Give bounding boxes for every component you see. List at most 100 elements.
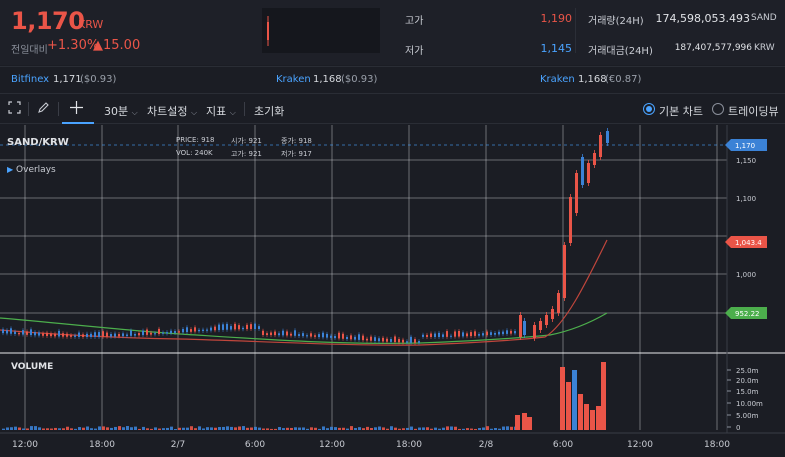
candle-body: [198, 329, 200, 332]
volume-bar: [450, 426, 453, 430]
candle-body: [166, 332, 168, 334]
volume-bar: [502, 426, 505, 430]
volume-bar: [202, 428, 205, 430]
candle-body: [434, 333, 436, 337]
candle-body: [182, 328, 184, 333]
volume-bar: [218, 427, 221, 430]
volume-bar: [198, 426, 201, 430]
legend-low: 저가: 917: [281, 150, 312, 158]
chevron-down-icon: ⌵: [131, 108, 138, 117]
volume-bar: [18, 427, 21, 430]
candle-body: [382, 337, 384, 342]
mini-sparkline: [262, 8, 380, 53]
overlays-label: Overlays: [16, 165, 56, 175]
overlays-toggle[interactable]: ▶ Overlays: [7, 165, 56, 175]
interval-select[interactable]: 30분 ⌵: [104, 103, 138, 119]
price-chart[interactable]: 1,150 1,100 1,000 25.0m 20.0m 15.0m 10.00m 5.00…: [0, 125, 785, 457]
volume-bar: [522, 413, 527, 430]
candle-body: [330, 335, 332, 338]
candle-body: [10, 328, 12, 334]
candle-body: [74, 335, 76, 337]
volume-bar: [226, 426, 229, 430]
chart-settings-menu[interactable]: 차트설정 ⌵: [147, 103, 197, 119]
volume-bar: [406, 427, 409, 430]
volume-bar: [266, 428, 269, 430]
volume-bar: [394, 427, 397, 430]
volume-bar: [66, 426, 69, 430]
volume-tick-label: 5.00m: [736, 412, 759, 420]
tradingview-radio[interactable]: [712, 103, 724, 115]
candle-body: [334, 336, 336, 339]
reset-button[interactable]: 초기화: [254, 105, 285, 118]
candle-body: [46, 332, 48, 336]
candle-body: [366, 338, 368, 341]
candle-body: [418, 341, 420, 343]
fullscreen-icon[interactable]: [8, 101, 21, 118]
price-tag-label: 1,043.4: [735, 239, 762, 247]
candle-body: [523, 321, 526, 335]
indicators-menu[interactable]: 지표 ⌵: [206, 103, 236, 119]
time-tick-label: 18:00: [704, 440, 730, 450]
pencil-icon[interactable]: [37, 101, 50, 118]
candle-body: [154, 333, 156, 335]
exchange-price: 1,168: [578, 74, 607, 85]
exchange-name[interactable]: Kraken: [540, 74, 575, 85]
high-label: 고가: [405, 16, 424, 27]
candle-body: [569, 197, 572, 243]
volume-bar: [358, 427, 361, 430]
candle-body: [6, 330, 8, 334]
time-tick-label: 12:00: [12, 440, 38, 450]
indicators-label: 지표: [206, 105, 227, 118]
candle-body: [458, 330, 460, 337]
candle-body: [338, 332, 340, 339]
volume-bar: [414, 428, 417, 430]
candle-body: [110, 334, 112, 337]
volume-bar: [306, 428, 309, 430]
candle-body: [70, 335, 72, 337]
volume-bar: [290, 427, 293, 430]
candle-body: [226, 323, 228, 330]
volume-bar: [510, 426, 513, 430]
volume-value: 174,598,053.493: [655, 12, 750, 25]
candle-body: [114, 333, 116, 337]
volume-bar: [374, 427, 377, 430]
exchange-name[interactable]: Kraken: [276, 74, 311, 85]
candle-body: [374, 337, 376, 341]
candle-body: [246, 324, 248, 330]
volume-bar: [138, 428, 141, 430]
volume-bar: [274, 428, 277, 430]
volume-bar: [98, 426, 101, 430]
volume-bar: [190, 426, 193, 430]
crosshair-icon[interactable]: [70, 101, 83, 118]
volume-bar: [242, 426, 245, 430]
volume-bar: [438, 428, 441, 430]
price-tick-label: 1,100: [736, 195, 756, 203]
candle-body: [278, 333, 280, 336]
candle-body: [18, 332, 20, 335]
candle-body: [490, 332, 492, 335]
volume-bar: [246, 427, 249, 430]
candle-body: [242, 327, 244, 330]
candle-body: [350, 335, 352, 340]
volume-bar: [174, 428, 177, 430]
exchange-ref: ($0.93): [80, 74, 117, 85]
volume-bar: [110, 427, 113, 430]
chevron-down-icon: ⌵: [190, 108, 198, 117]
volume-bar: [6, 427, 9, 430]
time-tick-label: 12:00: [627, 440, 653, 450]
volume-bar: [470, 428, 473, 430]
chart-symbol: SAND/KRW: [7, 137, 69, 148]
volume-tick-label: 10.00m: [736, 400, 763, 408]
candle-body: [310, 333, 312, 337]
candle-body: [206, 329, 208, 331]
exchange-name[interactable]: Bitfinex: [11, 74, 50, 85]
basic-chart-radio[interactable]: [643, 103, 655, 115]
volume-bar: [62, 428, 65, 430]
volume-bar: [560, 367, 565, 430]
price-tag: [725, 307, 767, 319]
volume-tick-label: 25.0m: [736, 367, 759, 375]
volume-bar: [26, 428, 29, 430]
volume-bar: [130, 427, 133, 430]
candle-body: [250, 324, 252, 330]
current-price: 1,170: [11, 7, 85, 35]
